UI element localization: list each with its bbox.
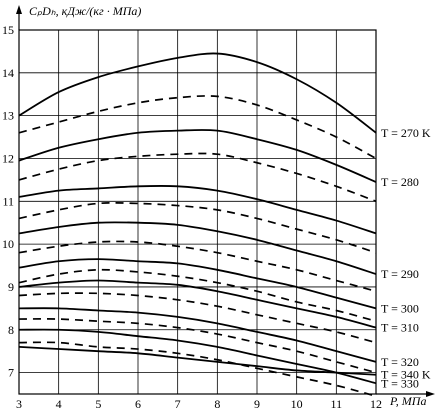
series-group [18, 52, 377, 397]
series-line-solid [18, 345, 377, 376]
plot-frame [18, 29, 377, 395]
y-tick-label: 15 [2, 23, 14, 37]
series-label: T = 300 [381, 301, 419, 315]
x-tick-label: 5 [95, 397, 101, 411]
series-label: T = 330 [381, 376, 419, 390]
series-label: T = 340 K [381, 368, 431, 382]
y-tick-label: 11 [2, 194, 14, 208]
series-line-solid [18, 129, 377, 183]
series-label: T = 290 [381, 267, 419, 281]
series-line-dashed [18, 341, 377, 397]
y-tick-label: 13 [2, 109, 14, 123]
x-tick-label: 3 [16, 397, 22, 411]
y-tick-label: 9 [8, 280, 14, 294]
series-line-solid [18, 307, 377, 363]
series-label: T = 320 [381, 355, 419, 369]
x-tick-label: 7 [175, 397, 181, 411]
x-tick-label: 6 [135, 397, 141, 411]
series-line-dashed [18, 152, 377, 203]
x-tick-label: 10 [291, 397, 303, 411]
y-axis-arrowhead [16, 5, 22, 14]
series-label: T = 310 [381, 321, 419, 335]
series-line-dashed [18, 95, 377, 160]
series-line-solid [18, 328, 377, 385]
series-line-solid [18, 184, 377, 235]
series-line-dashed [18, 240, 377, 293]
x-tick-label: 11 [331, 397, 343, 411]
x-tick-label: 8 [214, 397, 220, 411]
x-tick-label: 4 [56, 397, 62, 411]
y-tick-label: 14 [2, 66, 14, 80]
y-tick-label: 8 [8, 323, 14, 337]
x-tick-label: 9 [254, 397, 260, 411]
series-label: T = 270 K [381, 126, 431, 140]
y-tick-label: 12 [2, 151, 14, 165]
x-axis-arrowhead [426, 391, 435, 397]
series-line-dashed [18, 318, 377, 374]
series-line-solid [18, 258, 377, 310]
series-line-dashed [18, 202, 377, 254]
series-line-solid [18, 52, 377, 134]
series-label: T = 280 [381, 175, 419, 189]
series-line-solid [18, 279, 377, 329]
axes [16, 5, 435, 397]
series-line-dashed [18, 268, 377, 323]
x-axis-label: P, МПа [389, 394, 426, 408]
grid [18, 29, 377, 394]
series-line-dashed [18, 292, 377, 344]
y-tick-label: 10 [2, 237, 14, 251]
x-tick-label: 12 [370, 397, 382, 411]
series-line-solid [18, 221, 377, 275]
y-tick-label: 7 [8, 366, 14, 380]
y-axis-label: CₚDₕ, кДж/(кг · МПа) [29, 4, 141, 18]
labels: 3 4 5 6 7 8 9 10 11 12 7 8 9 10 11 12 13 14 15 CₚDₕ, кДж/(к… [2, 4, 431, 411]
